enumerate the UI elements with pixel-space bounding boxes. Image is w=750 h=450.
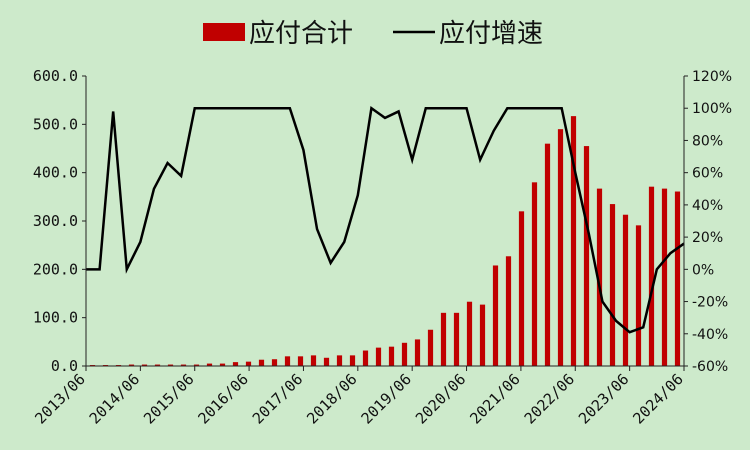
bar [505, 256, 512, 366]
bar [440, 312, 447, 366]
left-tick-label: 0.0 [51, 357, 78, 375]
bar [466, 301, 473, 366]
bar [596, 188, 603, 366]
bar [414, 339, 421, 366]
bar [570, 116, 577, 367]
bar [518, 211, 525, 366]
bar [609, 204, 616, 366]
bar [219, 363, 226, 366]
right-tick-label: -40% [692, 327, 728, 343]
legend-line-label: 应付增速 [439, 19, 543, 49]
right-tick-label: 80% [692, 133, 723, 149]
growth-line [86, 106, 685, 334]
left-tick-label: 600.0 [33, 67, 78, 85]
bar [284, 356, 291, 366]
legend-bar-label: 应付合计 [249, 19, 353, 49]
right-tick-label: 120% [692, 69, 732, 85]
bar [154, 364, 161, 366]
bar [271, 359, 278, 366]
bar [661, 188, 668, 366]
left-tick-label: 300.0 [33, 212, 78, 230]
bar [128, 364, 135, 366]
bar [245, 361, 252, 366]
bar [401, 342, 408, 366]
right-tick-label: 20% [692, 230, 723, 246]
left-tick-label: 100.0 [33, 309, 78, 327]
bar [375, 347, 382, 366]
bar [141, 364, 148, 366]
bar [180, 364, 187, 366]
line-series-layer [86, 106, 685, 334]
bar [297, 356, 304, 366]
bar [453, 312, 460, 366]
bar [479, 304, 486, 366]
bar [323, 357, 330, 366]
right-tick-label: -20% [692, 295, 728, 311]
bar [648, 186, 655, 366]
bar [167, 364, 174, 366]
bar [310, 355, 317, 366]
right-tick-label: 100% [692, 101, 732, 117]
bar-series [89, 116, 681, 367]
right-tick-label: 0% [692, 262, 714, 278]
bar [232, 362, 239, 366]
bar [193, 364, 200, 366]
bar [531, 182, 538, 366]
bar [583, 146, 590, 366]
bar [492, 265, 499, 366]
left-tick-label: 500.0 [33, 115, 78, 133]
bar [544, 143, 551, 366]
right-tick-label: -60% [692, 359, 728, 375]
bar [622, 214, 629, 366]
bar [674, 191, 681, 366]
left-tick-label: 400.0 [33, 164, 78, 182]
bar [427, 329, 434, 366]
bar [557, 129, 564, 366]
right-tick-label: 40% [692, 198, 723, 214]
legend-bar-swatch [203, 23, 245, 41]
bar [635, 225, 642, 366]
bar [349, 355, 356, 366]
bar [206, 363, 213, 366]
left-tick-label: 200.0 [33, 260, 78, 278]
bar [388, 346, 395, 366]
bar [336, 355, 343, 366]
legend: 应付合计 应付增速 [203, 19, 543, 49]
right-tick-label: 60% [692, 166, 723, 182]
bar [258, 359, 265, 366]
bar [362, 350, 369, 366]
